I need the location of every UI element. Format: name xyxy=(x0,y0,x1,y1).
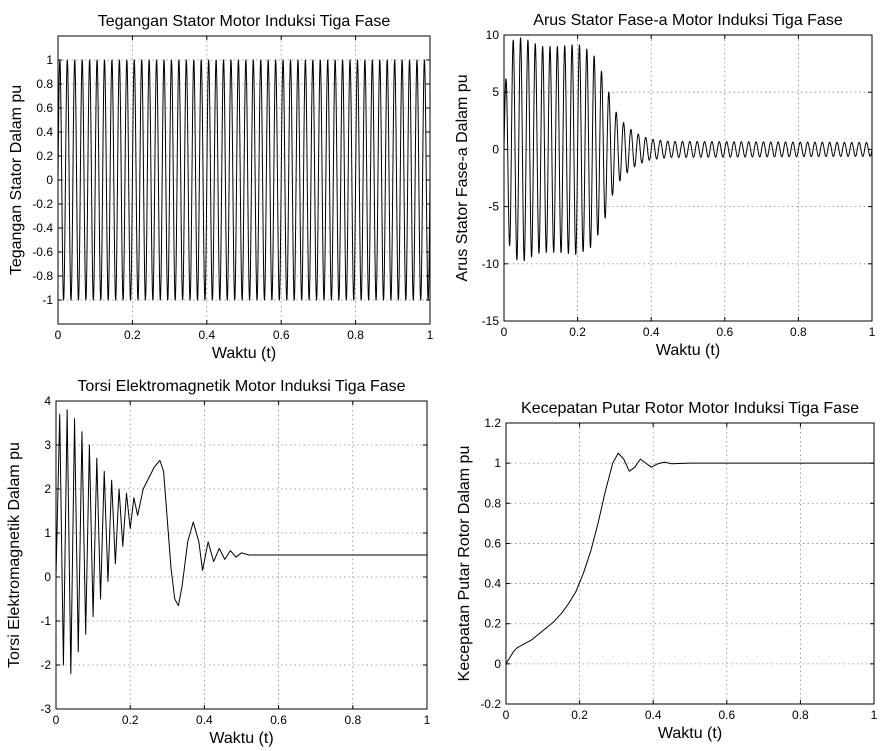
x-tick-label: 0.8 xyxy=(792,708,809,722)
y-tick-label: -5 xyxy=(488,200,499,214)
y-tick-label: -0.4 xyxy=(32,221,53,235)
y-tick-label: 0 xyxy=(46,173,53,187)
x-tick-label: 1 xyxy=(871,708,878,722)
x-tick-label: 0.8 xyxy=(344,713,361,727)
x-axis-label: Waktu (t) xyxy=(209,730,273,747)
y-tick-label: 10 xyxy=(486,28,500,42)
chart-electromagnetic-torque: Torsi Elektromagnetik Motor Induksi Tiga… xyxy=(0,376,442,751)
plot-frame xyxy=(55,400,428,710)
y-tick-label: -2 xyxy=(40,658,51,672)
x-tick-label: 0.4 xyxy=(643,325,660,339)
chart-title: Kecepatan Putar Rotor Motor Induksi Tiga… xyxy=(521,400,859,417)
x-axis-label: Waktu (t) xyxy=(658,725,722,742)
x-tick-label: 0.8 xyxy=(790,325,807,339)
x-tick-label: 0.6 xyxy=(270,713,287,727)
y-axis-label: Arus Stator Fase-a Dalam pu xyxy=(454,74,471,281)
stator-voltage-plot: Tegangan Stator Motor Induksi Tiga Fase 0… xyxy=(8,13,434,362)
y-tick-label: 1 xyxy=(46,53,53,67)
x-tick-label: 0 xyxy=(55,328,62,342)
plot-frame xyxy=(505,422,875,705)
y-tick-label: -0.2 xyxy=(32,197,53,211)
electromagnetic-torque-plot: Torsi Elektromagnetik Motor Induksi Tiga… xyxy=(6,378,431,747)
x-tick-label: 0.2 xyxy=(124,328,141,342)
plot-frame xyxy=(503,34,873,322)
chart-rotor-speed: Kecepatan Putar Rotor Motor Induksi Tiga… xyxy=(442,376,884,751)
x-tick-label: 0.2 xyxy=(571,708,588,722)
y-tick-label: 0 xyxy=(44,570,51,584)
x-tick-label: 0.2 xyxy=(122,713,139,727)
x-tick-label: 0.4 xyxy=(196,713,213,727)
chart-stator-current: Arus Stator Fase-a Motor Induksi Tiga Fa… xyxy=(442,0,884,375)
y-tick-label: 3 xyxy=(44,438,51,452)
y-tick-label: -1 xyxy=(42,293,53,307)
y-tick-label: 1 xyxy=(494,456,501,470)
y-tick-label: 2 xyxy=(44,482,51,496)
y-tick-label: -0.2 xyxy=(480,697,501,711)
y-tick-label: 0.4 xyxy=(484,577,501,591)
x-tick-label: 0.6 xyxy=(718,708,735,722)
y-tick-label: -1 xyxy=(40,614,51,628)
y-tick-label: 1.2 xyxy=(484,416,501,430)
x-axis-label: Waktu (t) xyxy=(212,345,276,362)
x-tick-label: 0.8 xyxy=(347,328,364,342)
y-tick-label: 0.6 xyxy=(484,536,501,550)
y-tick-label: -0.6 xyxy=(32,245,53,259)
y-tick-label: 0.2 xyxy=(36,149,53,163)
y-tick-label: 0.8 xyxy=(484,496,501,510)
series-line xyxy=(504,37,872,262)
x-tick-label: 1 xyxy=(424,713,431,727)
y-tick-label: 0 xyxy=(492,142,499,156)
x-tick-label: 1 xyxy=(869,325,876,339)
chart-title: Torsi Elektromagnetik Motor Induksi Tiga… xyxy=(77,378,405,395)
x-tick-label: 0.6 xyxy=(273,328,290,342)
x-tick-label: 0 xyxy=(503,708,510,722)
rotor-speed-plot: Kecepatan Putar Rotor Motor Induksi Tiga… xyxy=(456,400,878,742)
y-tick-label: 0.6 xyxy=(36,101,53,115)
chart-title: Arus Stator Fase-a Motor Induksi Tiga Fa… xyxy=(533,12,843,29)
y-tick-label: 5 xyxy=(492,85,499,99)
chart-title: Tegangan Stator Motor Induksi Tiga Fase xyxy=(98,13,391,30)
x-tick-label: 0.4 xyxy=(645,708,662,722)
y-tick-label: 4 xyxy=(44,394,51,408)
y-tick-label: 0.8 xyxy=(36,77,53,91)
x-axis-label: Waktu (t) xyxy=(656,342,720,359)
y-tick-label: 0.4 xyxy=(36,125,53,139)
y-axis-label: Kecepatan Putar Rotor Dalam pu xyxy=(456,446,473,682)
x-tick-label: 1 xyxy=(427,328,434,342)
x-tick-label: 0.4 xyxy=(198,328,215,342)
y-tick-label: 1 xyxy=(44,526,51,540)
y-tick-label: -0.8 xyxy=(32,269,53,283)
chart-stator-voltage: Tegangan Stator Motor Induksi Tiga Fase 0… xyxy=(0,0,442,375)
series-line xyxy=(58,59,430,301)
y-tick-label: -10 xyxy=(482,257,500,271)
x-tick-label: 0.2 xyxy=(569,325,586,339)
stator-current-plot: Arus Stator Fase-a Motor Induksi Tiga Fa… xyxy=(454,12,876,359)
y-axis-label: Tegangan Stator Dalam pu xyxy=(8,85,25,275)
x-tick-label: 0 xyxy=(501,325,508,339)
y-tick-label: -15 xyxy=(482,314,500,328)
x-tick-label: 0.6 xyxy=(716,325,733,339)
plot-frame xyxy=(57,35,431,325)
series-line xyxy=(56,409,427,675)
series-line xyxy=(506,452,874,665)
y-tick-label: -3 xyxy=(40,702,51,716)
y-tick-label: 0.2 xyxy=(484,617,501,631)
x-tick-label: 0 xyxy=(53,713,60,727)
y-tick-label: 0 xyxy=(494,657,501,671)
y-axis-label: Torsi Elektromagnetik Dalam pu xyxy=(6,442,23,668)
